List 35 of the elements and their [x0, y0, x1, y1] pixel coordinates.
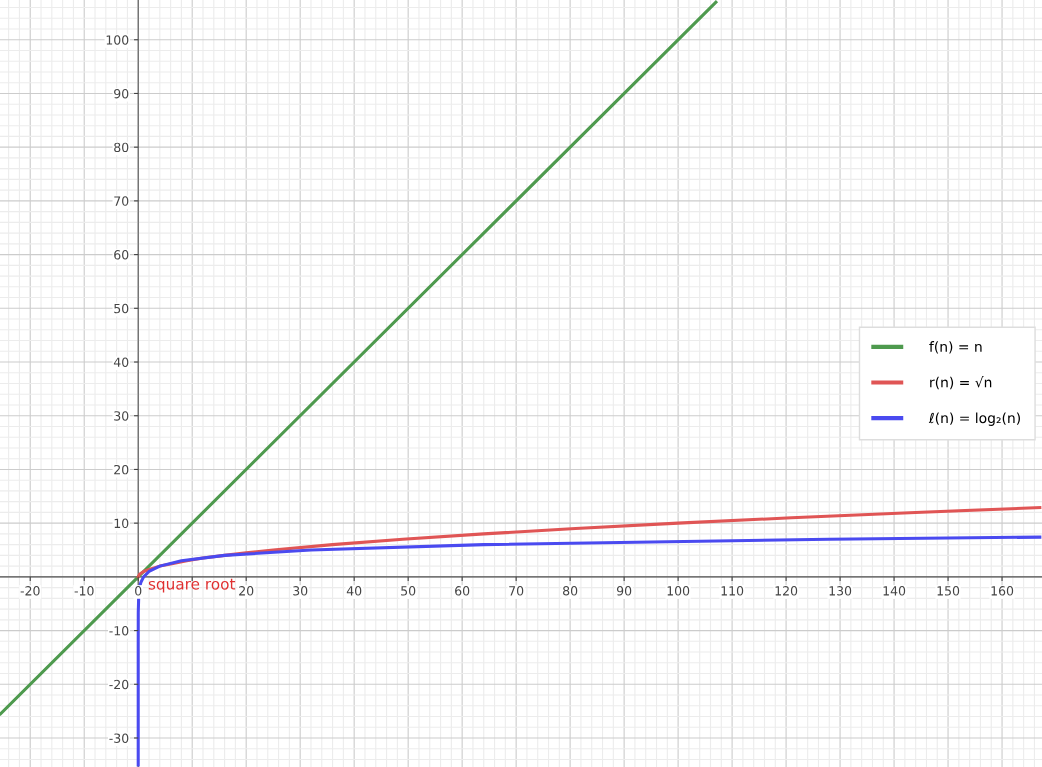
- x-tick-label: 90: [616, 586, 632, 596]
- y-tick-label: 10: [114, 518, 129, 529]
- x-tick-label: -20: [20, 586, 40, 596]
- y-tick-label: -30: [109, 733, 129, 743]
- y-tick-label: 60: [114, 250, 129, 260]
- y-tick-label: -10: [109, 626, 129, 636]
- y-tick-label: 90: [114, 88, 129, 99]
- x-tick-label: -10: [74, 586, 94, 596]
- x-tick-label: 110: [721, 586, 744, 596]
- x-tick-label: 60: [455, 586, 470, 596]
- x-tick-label: 0: [135, 586, 142, 596]
- x-tick-label: 140: [883, 586, 906, 596]
- y-tick-label: 100: [106, 35, 129, 45]
- x-tick-label: 30: [293, 586, 308, 596]
- x-tick-label: 130: [829, 586, 852, 596]
- y-tick-label: 40: [113, 357, 129, 367]
- y-tick-label: 50: [114, 303, 129, 314]
- x-tick-label: 100: [667, 586, 690, 596]
- x-tick-label: 50: [401, 586, 416, 596]
- annotation: square root: [148, 578, 236, 593]
- legend-label: r(n) = √n: [930, 376, 992, 390]
- y-tick-label: 30: [114, 411, 129, 421]
- y-tick-label: 20: [114, 464, 129, 475]
- x-tick-label: 120: [775, 586, 798, 596]
- x-tick-label: 160: [991, 586, 1014, 596]
- x-tick-label: 20: [239, 586, 254, 596]
- x-tick-label: 150: [937, 586, 960, 596]
- x-tick-label: 80: [563, 586, 578, 596]
- legend-label: f(n) = n: [929, 341, 982, 354]
- y-tick-label: 80: [114, 142, 129, 153]
- y-tick-label: 70: [114, 196, 129, 206]
- legend-label: ℓ(n) = log₂(n): [928, 412, 1020, 426]
- y-tick-label: -20: [109, 679, 129, 690]
- x-tick-label: 40: [346, 586, 362, 596]
- x-tick-label: 70: [509, 586, 524, 596]
